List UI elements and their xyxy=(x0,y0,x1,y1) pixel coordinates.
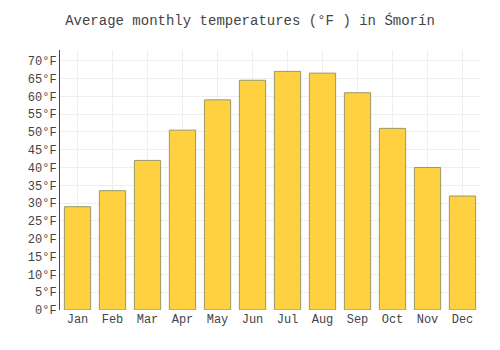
svg-text:65°F: 65°F xyxy=(28,73,57,87)
svg-text:Aug: Aug xyxy=(312,313,334,327)
svg-text:Nov: Nov xyxy=(417,313,439,327)
svg-text:20°F: 20°F xyxy=(28,233,57,247)
svg-text:Apr: Apr xyxy=(172,313,194,327)
svg-text:55°F: 55°F xyxy=(28,108,57,122)
svg-text:50°F: 50°F xyxy=(28,126,57,140)
svg-text:70°F: 70°F xyxy=(28,55,57,69)
svg-text:25°F: 25°F xyxy=(28,215,57,229)
svg-text:Feb: Feb xyxy=(102,313,124,327)
svg-text:Sep: Sep xyxy=(347,313,369,327)
svg-text:Average monthly temperatures (: Average monthly temperatures (°F ) in Śm… xyxy=(65,12,435,29)
svg-text:0°F: 0°F xyxy=(35,304,57,318)
svg-text:May: May xyxy=(207,313,229,327)
svg-text:Jun: Jun xyxy=(242,313,264,327)
svg-text:5°F: 5°F xyxy=(35,286,57,300)
svg-text:Dec: Dec xyxy=(452,313,474,327)
svg-text:60°F: 60°F xyxy=(28,91,57,105)
svg-text:35°F: 35°F xyxy=(28,180,57,194)
svg-text:Jul: Jul xyxy=(277,313,299,327)
svg-text:40°F: 40°F xyxy=(28,162,57,176)
svg-text:10°F: 10°F xyxy=(28,269,57,283)
svg-text:30°F: 30°F xyxy=(28,197,57,211)
svg-text:15°F: 15°F xyxy=(28,251,57,265)
svg-text:Mar: Mar xyxy=(137,313,159,327)
svg-text:Jan: Jan xyxy=(67,313,89,327)
svg-text:Oct: Oct xyxy=(382,313,404,327)
svg-text:45°F: 45°F xyxy=(28,144,57,158)
